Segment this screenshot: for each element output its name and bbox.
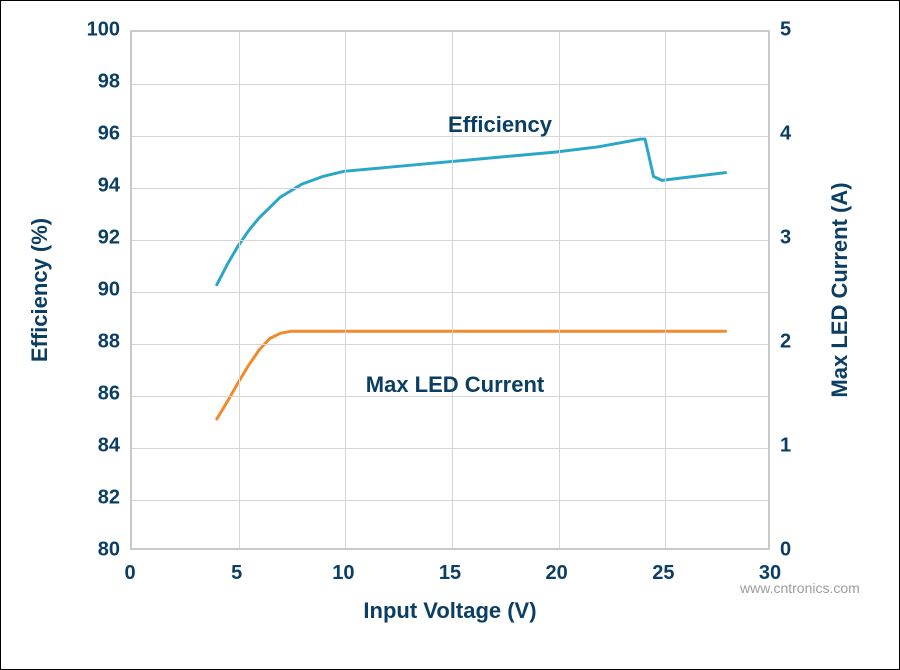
y-left-tick-label: 98 bbox=[98, 71, 120, 94]
y-left-tick-label: 94 bbox=[98, 175, 120, 198]
y-left-tick-label: 96 bbox=[98, 123, 120, 146]
y-right-tick-label: 3 bbox=[780, 227, 791, 250]
gridline-horizontal bbox=[132, 240, 768, 241]
watermark-text: www.cntronics.com bbox=[740, 580, 860, 596]
x-tick-label: 0 bbox=[124, 562, 135, 585]
gridline-vertical bbox=[239, 32, 240, 548]
gridline-horizontal bbox=[132, 188, 768, 189]
y-right-tick-label: 2 bbox=[780, 331, 791, 354]
x-tick-label: 5 bbox=[231, 562, 242, 585]
gridline-vertical bbox=[452, 32, 453, 548]
y-left-tick-label: 84 bbox=[98, 435, 120, 458]
gridline-vertical bbox=[559, 32, 560, 548]
series-line-efficiency bbox=[217, 139, 726, 285]
x-tick-label: 15 bbox=[439, 562, 461, 585]
series-label-efficiency: Efficiency bbox=[448, 112, 552, 138]
y-left-tick-label: 86 bbox=[98, 383, 120, 406]
chart-plot-area bbox=[130, 30, 770, 550]
y-left-tick-label: 80 bbox=[98, 539, 120, 562]
y-left-tick-label: 88 bbox=[98, 331, 120, 354]
y-left-tick-label: 90 bbox=[98, 279, 120, 302]
y-right-tick-label: 4 bbox=[780, 123, 791, 146]
x-tick-label: 20 bbox=[546, 562, 568, 585]
y-left-tick-label: 82 bbox=[98, 487, 120, 510]
y-left-axis-title: Efficiency (%) bbox=[27, 218, 53, 362]
y-right-axis-title: Max LED Current (A) bbox=[827, 182, 853, 397]
y-right-tick-label: 1 bbox=[780, 435, 791, 458]
y-right-tick-label: 5 bbox=[780, 19, 791, 42]
gridline-horizontal bbox=[132, 344, 768, 345]
y-left-tick-label: 92 bbox=[98, 227, 120, 250]
gridline-vertical bbox=[345, 32, 346, 548]
gridline-horizontal bbox=[132, 500, 768, 501]
x-axis-title: Input Voltage (V) bbox=[363, 598, 536, 624]
y-left-tick-label: 100 bbox=[87, 19, 120, 42]
x-tick-label: 10 bbox=[332, 562, 354, 585]
gridline-horizontal bbox=[132, 448, 768, 449]
gridline-horizontal bbox=[132, 292, 768, 293]
series-label-max-led-current: Max LED Current bbox=[366, 372, 544, 398]
gridline-vertical bbox=[665, 32, 666, 548]
chart-lines-svg bbox=[132, 32, 768, 548]
efficiency-current-chart: 0510152025308082848688909294969810001234… bbox=[0, 0, 900, 670]
y-right-tick-label: 0 bbox=[780, 539, 791, 562]
x-tick-label: 25 bbox=[652, 562, 674, 585]
gridline-horizontal bbox=[132, 84, 768, 85]
